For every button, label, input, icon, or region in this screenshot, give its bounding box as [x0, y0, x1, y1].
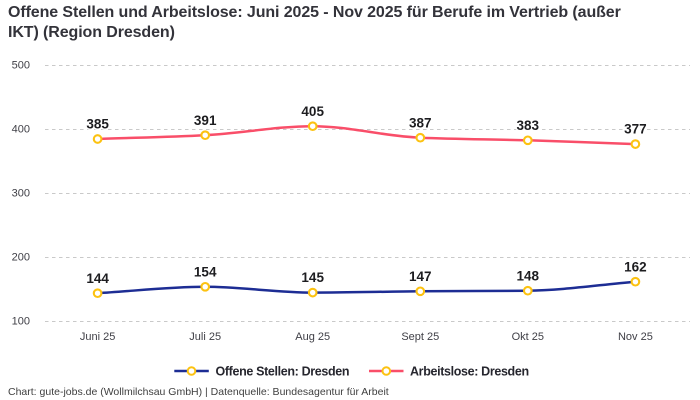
svg-text:500: 500	[12, 60, 30, 72]
svg-text:147: 147	[409, 269, 432, 284]
svg-text:383: 383	[517, 118, 540, 133]
svg-text:400: 400	[12, 124, 30, 136]
svg-text:145: 145	[301, 270, 324, 285]
svg-text:Arbeitslose: Dresden: Arbeitslose: Dresden	[410, 365, 529, 379]
svg-text:162: 162	[624, 259, 647, 274]
svg-text:385: 385	[86, 117, 109, 132]
svg-text:144: 144	[86, 271, 109, 286]
svg-text:387: 387	[409, 115, 432, 130]
svg-text:377: 377	[624, 122, 647, 137]
svg-text:Aug 25: Aug 25	[295, 331, 330, 343]
svg-text:405: 405	[301, 104, 324, 119]
svg-text:154: 154	[194, 264, 217, 279]
svg-text:Juli 25: Juli 25	[189, 331, 221, 343]
svg-text:Okt 25: Okt 25	[512, 331, 544, 343]
svg-text:200: 200	[12, 252, 30, 264]
svg-text:391: 391	[194, 113, 217, 128]
svg-text:148: 148	[517, 268, 540, 283]
svg-text:Sept 25: Sept 25	[401, 331, 439, 343]
svg-text:300: 300	[12, 188, 30, 200]
svg-text:100: 100	[12, 316, 30, 328]
svg-text:Offene Stellen: Dresden: Offene Stellen: Dresden	[216, 365, 350, 379]
svg-text:Juni 25: Juni 25	[80, 331, 115, 343]
svg-text:Nov 25: Nov 25	[618, 331, 653, 343]
